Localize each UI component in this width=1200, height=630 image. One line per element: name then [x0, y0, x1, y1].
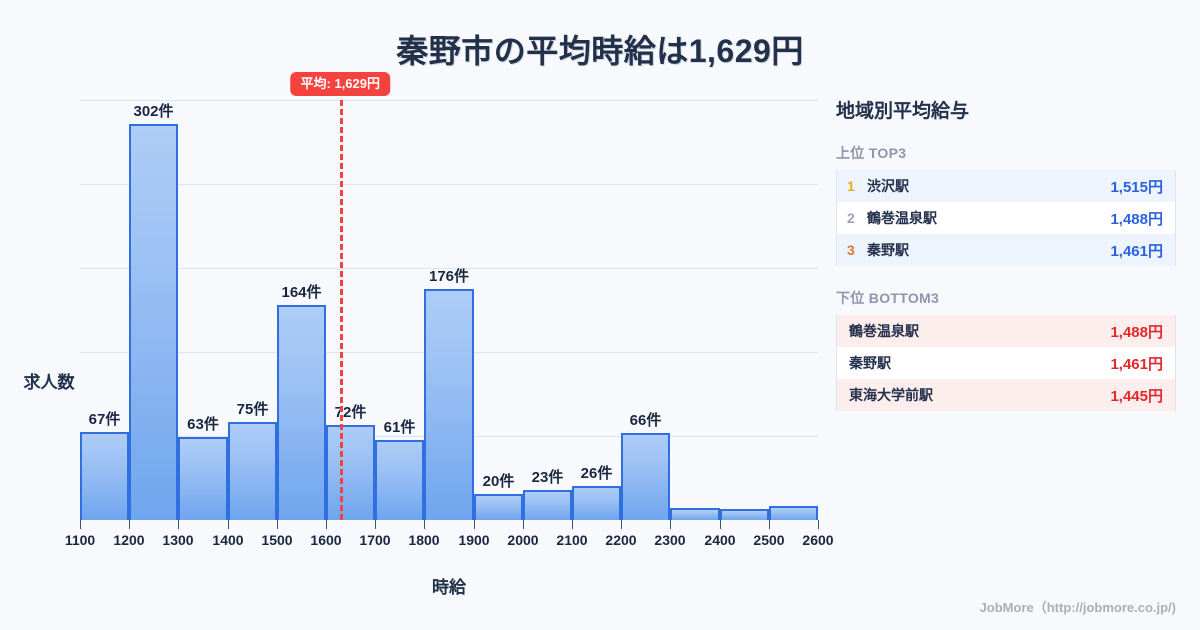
panel-title: 地域別平均給与	[836, 101, 970, 122]
rank-row: 秦野駅 1,461円	[837, 347, 1175, 379]
gridline	[80, 184, 818, 185]
station-wage: 1,445円	[1110, 387, 1163, 405]
station-wage: 1,461円	[1110, 242, 1163, 260]
x-axis-label: 2400	[704, 532, 736, 548]
histogram-bar	[523, 490, 572, 520]
x-axis-tick	[277, 520, 278, 529]
footer-credit: JobMore（http://jobmore.co.jp/)	[979, 600, 1176, 615]
station-name: 鶴巻温泉駅	[867, 210, 937, 226]
x-axis-tick	[375, 520, 376, 529]
x-axis-tick	[80, 520, 81, 529]
x-axis-title: 時給	[432, 578, 466, 597]
rank-number: 3	[847, 242, 855, 258]
average-badge: 平均: 1,629円	[290, 72, 391, 96]
gridline	[80, 100, 818, 101]
x-axis-tick	[474, 520, 475, 529]
top3-table: 1 渋沢駅 1,515円 2 鶴巻温泉駅 1,488円 3 秦野駅 1,461円	[836, 170, 1176, 266]
station-name: 渋沢駅	[867, 178, 909, 194]
bar-value-label: 302件	[133, 103, 174, 120]
x-axis-label: 1100	[64, 532, 96, 548]
x-axis-label: 2100	[556, 532, 588, 548]
histogram-bar	[572, 486, 621, 520]
x-axis-label: 1500	[261, 532, 293, 548]
x-axis-tick	[818, 520, 819, 529]
histogram-bar	[178, 437, 228, 520]
x-axis-tick	[129, 520, 130, 529]
bar-value-label: 26件	[580, 465, 613, 482]
histogram-bar	[129, 124, 178, 520]
bar-value-label: 61件	[383, 419, 416, 436]
station-wage: 1,515円	[1110, 178, 1163, 196]
histogram-bar	[670, 508, 720, 520]
x-axis-label: 1700	[359, 532, 391, 548]
x-axis-tick	[523, 520, 524, 529]
station-name: 東海大学前駅	[849, 387, 933, 403]
x-axis-tick	[621, 520, 622, 529]
bottom3-table: 鶴巻温泉駅 1,488円秦野駅 1,461円東海大学前駅 1,445円	[836, 315, 1176, 411]
histogram-bar	[621, 433, 670, 520]
x-axis-label: 1600	[310, 532, 342, 548]
x-axis-label: 2600	[802, 532, 834, 548]
histogram-bar	[720, 509, 769, 520]
page-title: 秦野市の平均時給は1,629円	[396, 33, 804, 69]
bar-value-label: 67件	[88, 411, 121, 428]
x-axis-label: 1400	[212, 532, 244, 548]
histogram-bar	[326, 425, 375, 520]
average-line	[340, 100, 344, 520]
x-axis-label: 1800	[408, 532, 440, 548]
x-axis-label: 1200	[113, 532, 145, 548]
x-axis-label: 2200	[605, 532, 637, 548]
bar-value-label: 72件	[334, 404, 367, 421]
histogram-bar	[228, 422, 277, 520]
histogram-bar	[375, 440, 424, 520]
histogram-chart: 求人数 時給 67件 302件 63件 75件 164件 72件 61件 176件 20件 23件…	[0, 72, 834, 610]
plot-area: 67件 302件 63件 75件 164件 72件 61件 176件 20件 23件 26件 66件 …	[65, 72, 834, 548]
histogram-bar	[424, 289, 474, 520]
x-axis-label: 1300	[162, 532, 194, 548]
rank-row: 3 秦野駅 1,461円	[837, 234, 1175, 266]
gridline	[80, 268, 818, 269]
x-axis-tick	[572, 520, 573, 529]
histogram-bar	[474, 494, 523, 520]
rank-number: 2	[847, 210, 855, 226]
station-wage: 1,488円	[1110, 323, 1163, 341]
x-axis-tick	[178, 520, 179, 529]
rank-number: 1	[847, 178, 855, 194]
x-axis-label: 2300	[654, 532, 686, 548]
bar-value-label: 66件	[629, 412, 662, 429]
bottom3-heading: 下位 BOTTOM3	[836, 290, 940, 306]
station-wage: 1,488円	[1110, 210, 1163, 228]
station-name: 鶴巻温泉駅	[849, 323, 919, 339]
histogram-bar	[277, 305, 326, 520]
x-axis-label: 1900	[458, 532, 490, 548]
rank-row: 鶴巻温泉駅 1,488円	[837, 315, 1175, 347]
rank-row: 2 鶴巻温泉駅 1,488円	[837, 202, 1175, 234]
bar-value-label: 20件	[482, 473, 515, 490]
histogram-bar	[769, 506, 818, 520]
station-wage: 1,461円	[1110, 355, 1163, 373]
bar-value-label: 23件	[531, 469, 564, 486]
x-axis-label: 2000	[507, 532, 539, 548]
y-axis-title: 求人数	[23, 373, 75, 392]
rank-row: 1 渋沢駅 1,515円	[837, 170, 1175, 202]
x-axis-label: 2500	[753, 532, 785, 548]
bar-value-label: 63件	[187, 416, 219, 433]
bar-value-label: 75件	[236, 401, 269, 418]
x-axis-tick	[769, 520, 770, 529]
x-axis-tick	[228, 520, 229, 529]
rank-row: 東海大学前駅 1,445円	[837, 379, 1175, 411]
x-axis-tick	[326, 520, 327, 529]
station-name: 秦野駅	[849, 355, 891, 371]
x-axis-tick	[670, 520, 671, 529]
histogram-bar	[80, 432, 129, 520]
station-name: 秦野駅	[867, 242, 909, 258]
bar-value-label: 164件	[281, 284, 322, 301]
x-axis-tick	[424, 520, 425, 529]
top3-heading: 上位 TOP3	[836, 145, 907, 161]
regional-average-panel: 地域別平均給与 上位 TOP3 1 渋沢駅 1,515円 2 鶴巻温泉駅 1,488円 3 秦…	[836, 96, 1176, 433]
x-axis-tick	[720, 520, 721, 529]
